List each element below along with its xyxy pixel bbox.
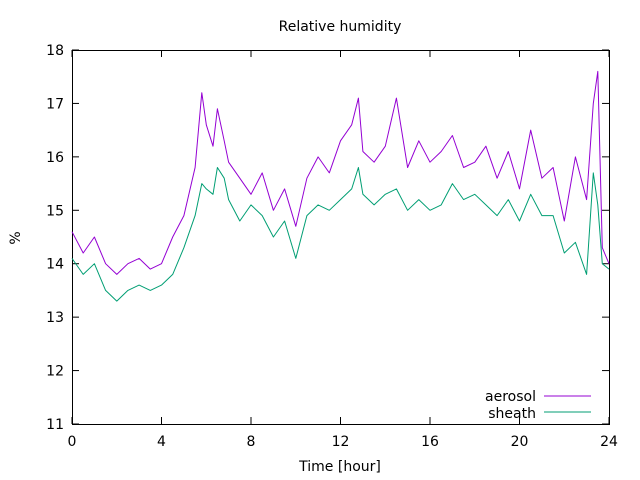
series-line-sheath xyxy=(71,167,610,302)
y-tick-label: 15 xyxy=(46,203,64,219)
chart-title: Relative humidity xyxy=(279,19,402,35)
series-line-aerosol xyxy=(71,70,610,275)
y-tick-label: 12 xyxy=(46,364,64,380)
legend-label-aerosol: aerosol xyxy=(485,389,536,405)
axis-ticks: 0 4 8 12 16 20 24 11 12 13 14 15 16 17 18 xyxy=(46,43,618,450)
y-tick-label: 16 xyxy=(46,150,64,166)
x-tick-label: 8 xyxy=(247,434,256,450)
y-tick-label: 14 xyxy=(46,257,64,273)
y-axis-label: % xyxy=(8,231,24,244)
plot-border xyxy=(72,50,610,425)
x-tick-label: 24 xyxy=(600,434,618,450)
legend: aerosol sheath xyxy=(485,389,591,422)
legend-label-sheath: sheath xyxy=(488,406,536,422)
x-axis-label: Time [hour] xyxy=(298,459,381,475)
y-tick-label: 18 xyxy=(46,43,64,59)
y-tick-label: 17 xyxy=(46,96,64,112)
x-tick-label: 20 xyxy=(511,434,529,450)
y-tick-label: 11 xyxy=(46,417,64,433)
series-layer xyxy=(71,70,610,302)
x-tick-label: 12 xyxy=(332,434,350,450)
x-tick-label: 4 xyxy=(157,434,166,450)
x-tick-label: 0 xyxy=(68,434,77,450)
y-tick-label: 13 xyxy=(46,310,64,326)
x-tick-label: 16 xyxy=(421,434,439,450)
